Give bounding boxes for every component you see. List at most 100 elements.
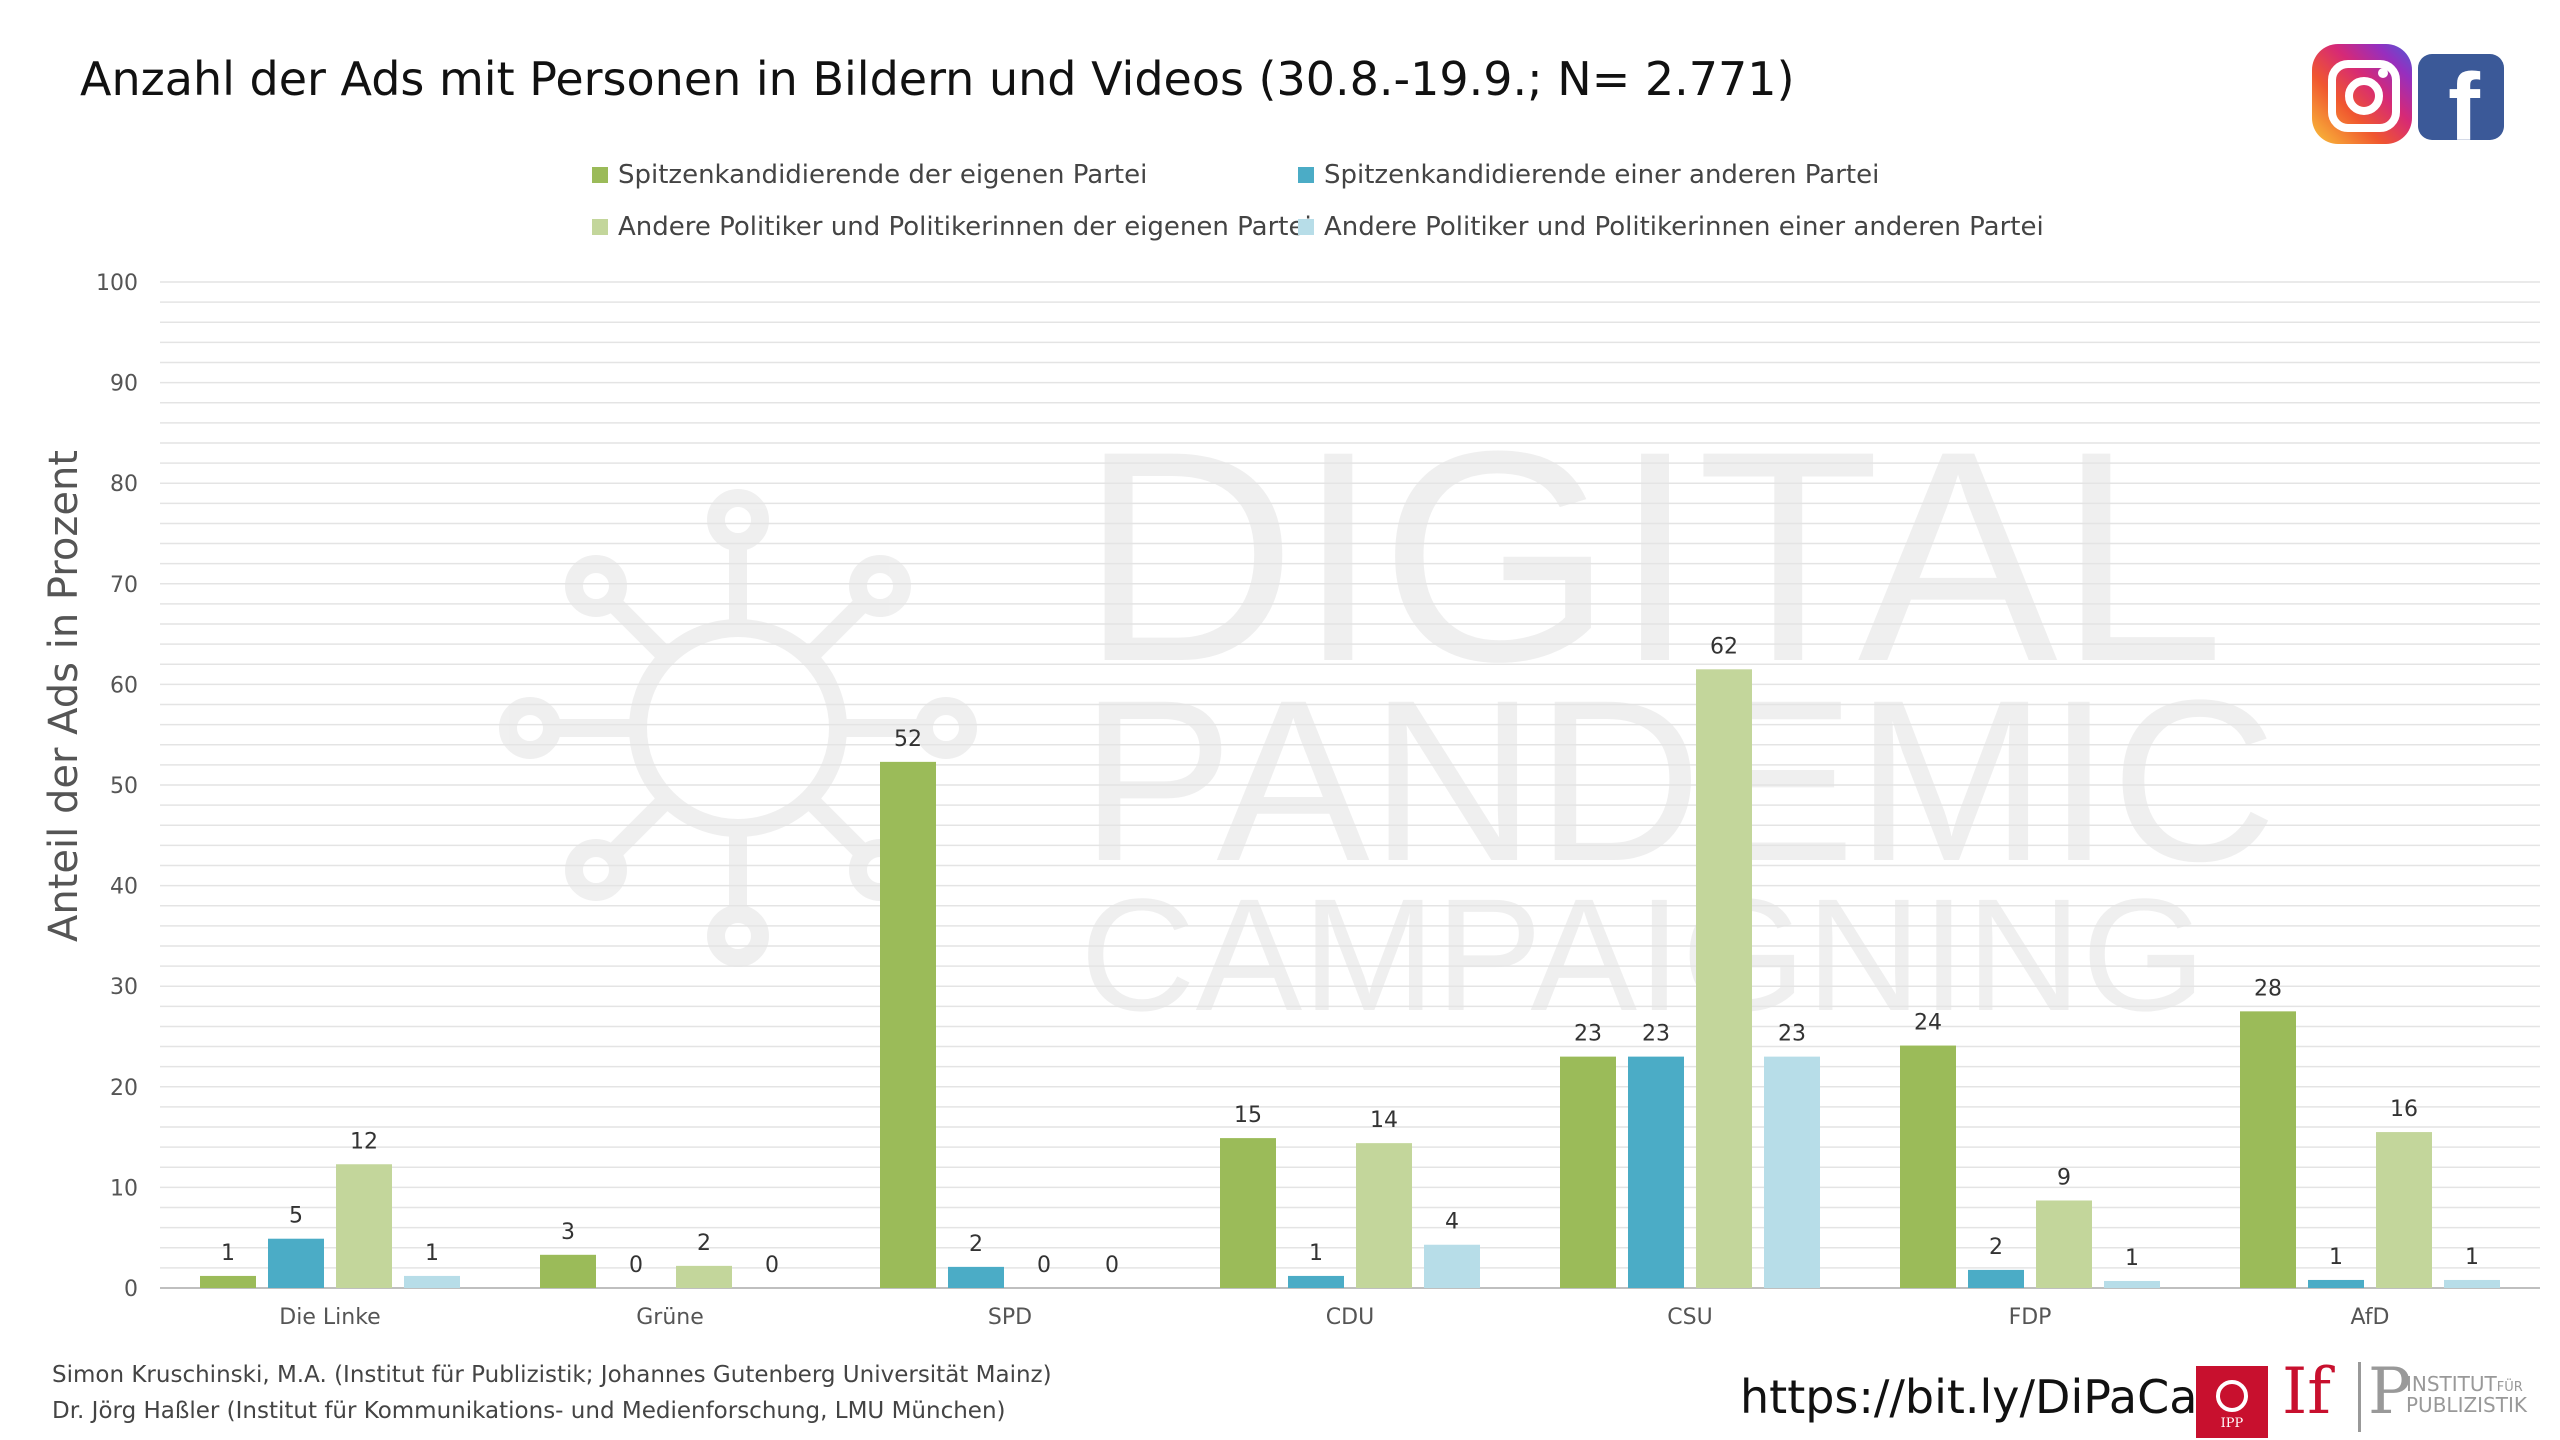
data-label: 1 [2465, 1245, 2479, 1270]
data-label: 2 [1989, 1235, 2003, 1260]
y-tick-label: 60 [110, 673, 138, 698]
ifp-logo-inst2: PUBLIZISTIK [2406, 1393, 2527, 1417]
bar [948, 1266, 1004, 1288]
data-label: 0 [765, 1253, 779, 1278]
bar [1424, 1244, 1480, 1288]
data-label: 23 [1778, 1022, 1806, 1047]
ifp-logo-text: INSTITUTFÜR PUBLIZISTIK [2406, 1374, 2527, 1416]
data-label: 4 [1445, 1210, 1459, 1235]
legend-item-spitzen-eigen: Spitzenkandidierende der eigenen Partei [592, 160, 1147, 190]
data-label: 62 [1710, 634, 1738, 659]
chart-legend: Spitzenkandidierende der eigenen Partei … [592, 160, 2092, 270]
data-label: 0 [629, 1253, 643, 1278]
y-tick-label: 20 [110, 1076, 138, 1101]
data-label: 0 [1105, 1253, 1119, 1278]
legend-item-spitzen-andere: Spitzenkandidierende einer anderen Parte… [1298, 160, 1879, 190]
bar [2444, 1279, 2500, 1288]
bar [1356, 1143, 1412, 1288]
data-label: 24 [1914, 1011, 1942, 1036]
legend-swatch [1298, 167, 1314, 183]
data-label: 1 [221, 1241, 235, 1266]
y-axis-ticks: 0 10 20 30 40 50 60 70 80 90 100 [96, 271, 138, 1302]
y-tick-label: 50 [110, 774, 138, 799]
legend-label: Andere Politiker und Politikerinnen eine… [1324, 212, 2044, 242]
x-tick-label: Grüne [636, 1305, 704, 1330]
footer-credit-2: Dr. Jörg Haßler (Institut für Kommunikat… [52, 1398, 1006, 1424]
legend-swatch [1298, 219, 1314, 235]
bar [676, 1265, 732, 1288]
x-axis-ticks: Die Linke Grüne SPD CDU CSU FDP AfD [279, 1305, 2389, 1330]
bar [2376, 1132, 2432, 1288]
y-tick-label: 0 [124, 1277, 138, 1302]
legend-swatch [592, 219, 608, 235]
data-label: 2 [969, 1232, 983, 1257]
y-tick-label: 100 [96, 271, 138, 296]
x-tick-label: CDU [1326, 1305, 1374, 1330]
bar [200, 1275, 256, 1288]
data-label: 52 [894, 727, 922, 752]
data-label: 1 [1309, 1241, 1323, 1266]
data-label: 1 [2125, 1246, 2139, 1271]
bar [1764, 1056, 1820, 1288]
facebook-icon: f [2418, 54, 2504, 140]
bar-series [200, 669, 2500, 1288]
data-label: 1 [2329, 1245, 2343, 1270]
data-label: 5 [289, 1204, 303, 1229]
bar [268, 1238, 324, 1288]
footer-url: https://bit.ly/DiPaCa [1740, 1370, 2198, 1424]
legend-swatch [592, 167, 608, 183]
legend-label: Andere Politiker und Politikerinnen der … [618, 212, 1312, 242]
ifp-logo-p: P [2368, 1355, 2412, 1429]
y-tick-label: 10 [110, 1176, 138, 1201]
bar [1900, 1045, 1956, 1288]
ifp-logo-fuer: FÜR [2496, 1380, 2523, 1395]
data-label: 23 [1574, 1022, 1602, 1047]
legend-item-andere-eigen: Andere Politiker und Politikerinnen der … [592, 212, 1312, 242]
legend-label: Spitzenkandidierende einer anderen Parte… [1324, 160, 1880, 190]
watermark-line-3: CAMPAIGNING [1080, 865, 2206, 1044]
x-tick-label: FDP [2009, 1305, 2052, 1330]
y-tick-label: 70 [110, 573, 138, 598]
legend-label: Spitzenkandidierende der eigenen Partei [618, 160, 1148, 190]
bar [2036, 1200, 2092, 1288]
data-label: 23 [1642, 1022, 1670, 1047]
data-label: 14 [1370, 1108, 1398, 1133]
y-tick-label: 40 [110, 875, 138, 900]
data-label: 15 [1234, 1103, 1262, 1128]
x-tick-label: SPD [988, 1305, 1032, 1330]
footer-credit-1: Simon Kruschinski, M.A. (Institut für Pu… [52, 1362, 1052, 1388]
y-axis-label: Anteil der Ads in Prozent [41, 450, 87, 942]
x-tick-label: AfD [2351, 1305, 2390, 1330]
data-label: 1 [425, 1241, 439, 1266]
data-label: 28 [2254, 976, 2282, 1001]
ifp-logo-inst1: INSTITUT [2406, 1372, 2497, 1396]
ipp-logo-icon: IPP [2196, 1366, 2268, 1438]
bar [2308, 1279, 2364, 1288]
x-tick-label: Die Linke [279, 1305, 380, 1330]
bar [2240, 1011, 2296, 1288]
data-label: 12 [350, 1129, 378, 1154]
bar [1560, 1056, 1616, 1288]
y-tick-label: 30 [110, 975, 138, 1000]
bar [880, 761, 936, 1288]
x-tick-label: CSU [1667, 1305, 1712, 1330]
bar [540, 1254, 596, 1288]
bar [1628, 1056, 1684, 1288]
data-label: 0 [1037, 1253, 1051, 1278]
y-tick-label: 80 [110, 472, 138, 497]
data-label: 16 [2390, 1097, 2418, 1122]
data-label: 2 [697, 1231, 711, 1256]
bar [1220, 1138, 1276, 1288]
ipp-logo-label: IPP [2220, 1416, 2244, 1431]
bar [1696, 669, 1752, 1288]
ifp-logo-if: If [2282, 1355, 2331, 1429]
watermark-line-1: DIGITAL [1080, 388, 2225, 724]
bar [404, 1275, 460, 1288]
y-tick-label: 90 [110, 372, 138, 397]
bar [336, 1164, 392, 1288]
legend-item-andere-andere: Andere Politiker und Politikerinnen eine… [1298, 212, 2044, 242]
data-label: 3 [561, 1220, 575, 1245]
data-label: 9 [2057, 1165, 2071, 1190]
